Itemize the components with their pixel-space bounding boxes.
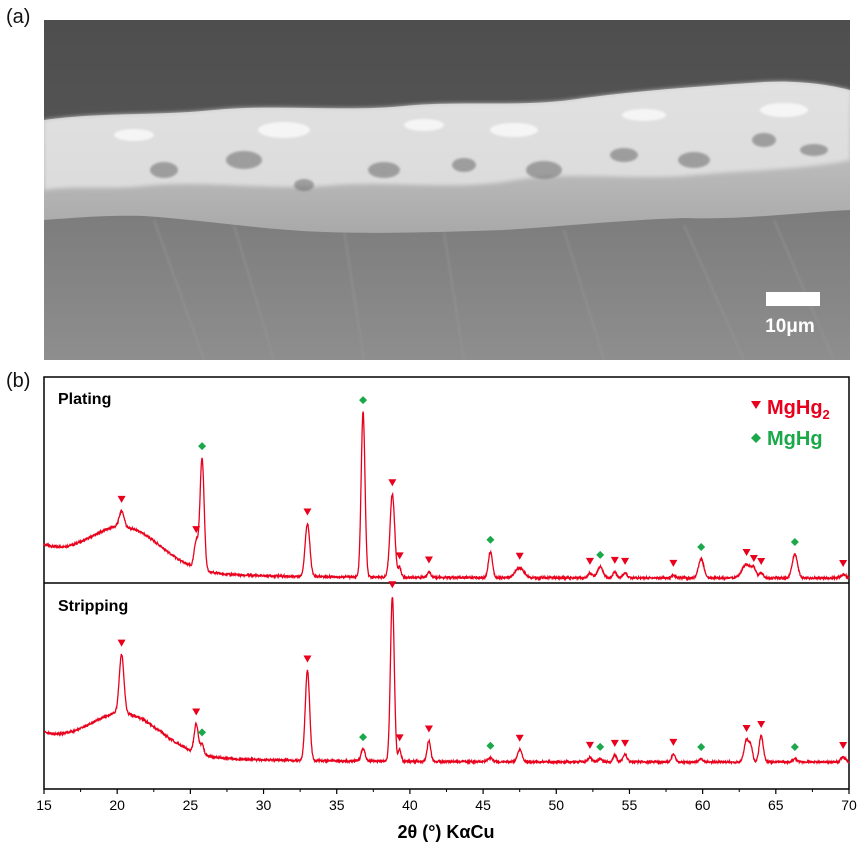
x-tick-label: 25	[183, 797, 199, 813]
marker-mghg-diamond-icon	[198, 442, 206, 450]
marker-mghg-diamond-icon	[791, 743, 799, 751]
x-tick-label: 60	[695, 797, 711, 813]
marker-mghg-diamond-icon	[697, 543, 705, 551]
marker-mghg2-triangle-icon	[839, 560, 847, 567]
legend: MgHg2 MgHg	[751, 397, 830, 450]
x-axis-ticks: 15 20 25 30 35 40 45 50 55 60 65 70	[36, 789, 857, 813]
marker-mghg2-triangle-icon	[839, 742, 847, 749]
marker-mghg2-triangle-icon	[743, 725, 751, 732]
xrd-trace-plating	[44, 412, 849, 579]
x-tick-label: 55	[622, 797, 638, 813]
marker-mghg2-triangle-icon	[118, 496, 126, 503]
marker-mghg2-triangle-icon	[621, 740, 629, 747]
marker-mghg2-triangle-icon	[303, 656, 311, 663]
x-tick-label: 35	[329, 797, 345, 813]
marker-mghg2-triangle-icon	[192, 709, 200, 716]
x-tick-label: 30	[256, 797, 272, 813]
triangle-down-icon	[751, 401, 761, 409]
x-tick-label: 40	[402, 797, 418, 813]
marker-mghg2-triangle-icon	[516, 553, 524, 560]
xrd-trace-stripping	[44, 597, 849, 763]
x-tick-label: 45	[475, 797, 491, 813]
marker-mghg-diamond-icon	[791, 538, 799, 546]
legend-entry-mghg2: MgHg2	[751, 397, 830, 422]
marker-mghg2-triangle-icon	[757, 558, 765, 565]
x-tick-label: 20	[109, 797, 125, 813]
marker-mghg-diamond-icon	[596, 743, 604, 751]
marker-mghg2-triangle-icon	[621, 558, 629, 565]
marker-mghg2-triangle-icon	[303, 508, 311, 515]
marker-mghg-diamond-icon	[596, 551, 604, 559]
x-tick-label: 65	[768, 797, 784, 813]
marker-mghg-diamond-icon	[486, 536, 494, 544]
legend-label-mghg2: MgHg2	[767, 397, 830, 422]
legend-label-mghg: MgHg	[767, 428, 823, 450]
marker-mghg-diamond-icon	[359, 733, 367, 741]
diamond-icon	[751, 433, 761, 443]
series-label-plating: Plating	[58, 391, 111, 408]
marker-mghg2-triangle-icon	[669, 560, 677, 567]
marker-mghg2-triangle-icon	[669, 739, 677, 746]
marker-mghg2-triangle-icon	[516, 735, 524, 742]
marker-mghg2-triangle-icon	[425, 556, 433, 563]
marker-mghg2-triangle-icon	[425, 725, 433, 732]
marker-mghg2-triangle-icon	[586, 558, 594, 565]
legend-entry-mghg: MgHg	[751, 428, 823, 450]
x-tick-label: 70	[841, 797, 857, 813]
xrd-traces	[44, 412, 849, 763]
marker-mghg2-triangle-icon	[388, 479, 396, 486]
x-axis-label: 2θ (°) KαCu	[398, 822, 495, 842]
marker-mghg-diamond-icon	[198, 728, 206, 736]
x-tick-label: 15	[36, 797, 52, 813]
legend-label-mghg2-sub: 2	[823, 407, 830, 422]
legend-label-mghg2-main: MgHg	[767, 397, 823, 419]
series-label-stripping: Stripping	[58, 598, 128, 615]
marker-mghg2-triangle-icon	[611, 740, 619, 747]
marker-mghg-diamond-icon	[697, 743, 705, 751]
marker-mghg2-triangle-icon	[743, 549, 751, 556]
marker-mghg2-triangle-icon	[388, 581, 396, 588]
marker-mghg-diamond-icon	[486, 742, 494, 750]
x-tick-label: 50	[548, 797, 564, 813]
marker-mghg2-triangle-icon	[586, 742, 594, 749]
marker-mghg2-triangle-icon	[750, 555, 758, 562]
marker-mghg2-triangle-icon	[611, 557, 619, 564]
marker-mghg2-triangle-icon	[757, 721, 765, 728]
marker-mghg-diamond-icon	[359, 396, 367, 404]
marker-mghg2-triangle-icon	[118, 640, 126, 647]
